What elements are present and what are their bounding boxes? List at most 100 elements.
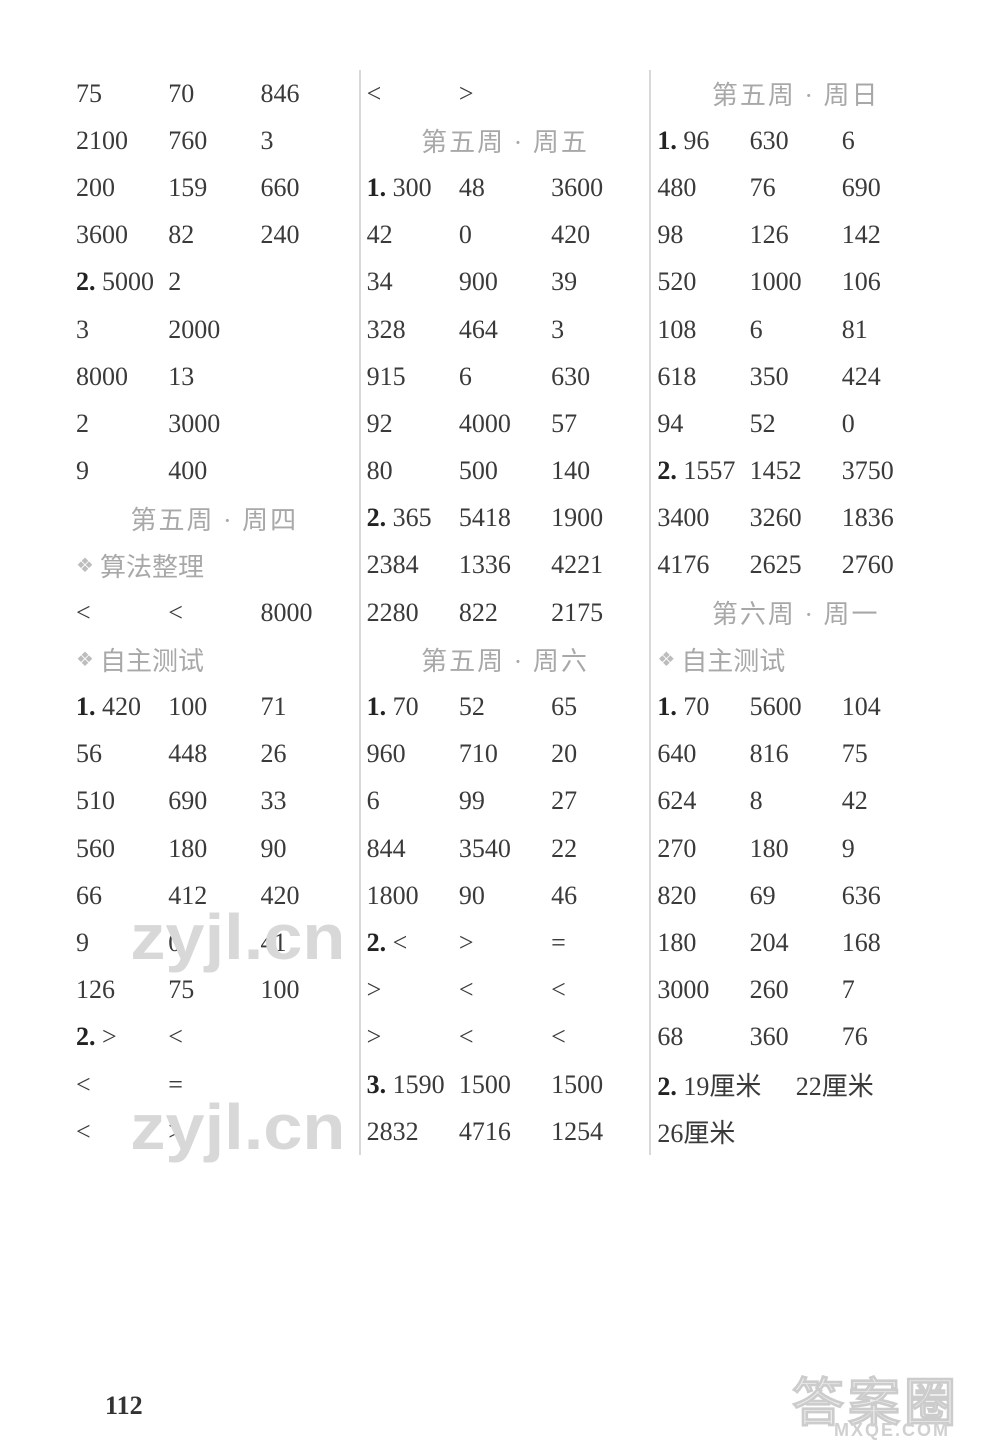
data-cell: <	[551, 975, 643, 1005]
data-cell: 204	[750, 928, 842, 958]
data-cell: 126	[750, 220, 842, 250]
data-cell: 8000	[260, 598, 352, 628]
data-row: 200159660	[76, 164, 353, 211]
watermark-answer-circle: 答案圈	[792, 1361, 960, 1436]
data-cell: 71	[260, 692, 352, 722]
data-row: 21007603	[76, 117, 353, 164]
column-3: 第五周 · 周日1. 96630648076690981261425201000…	[651, 70, 940, 1155]
data-cell: 520	[657, 267, 749, 297]
data-cell: 0	[168, 928, 260, 958]
diamond-icon: ❖	[76, 553, 94, 578]
data-cell: 710	[459, 739, 551, 769]
page-number: 112	[105, 1391, 143, 1421]
data-cell: 424	[842, 362, 934, 392]
section-heading: 第五周 · 周六	[367, 636, 644, 683]
data-cell: 2. <	[367, 928, 459, 958]
data-row: ><<	[367, 1014, 644, 1061]
data-cell: 100	[168, 692, 260, 722]
data-cell: 3	[76, 315, 168, 345]
data-cell: 690	[168, 786, 260, 816]
data-cell: 464	[459, 315, 551, 345]
data-cell: 34	[367, 267, 459, 297]
data-row: 108681	[657, 306, 934, 353]
data-cell: 8000	[76, 362, 168, 392]
data-cell: >	[367, 975, 459, 1005]
data-row: 624842	[657, 778, 934, 825]
data-row: 5644826	[76, 731, 353, 778]
data-cell: 100	[260, 975, 352, 1005]
data-row: 92400057	[367, 400, 644, 447]
data-cell: 0	[459, 220, 551, 250]
data-cell: 1000	[750, 267, 842, 297]
data-cell: 39	[551, 267, 643, 297]
data-cell: 82	[168, 220, 260, 250]
data-cell: 660	[260, 173, 352, 203]
data-cell: 900	[459, 267, 551, 297]
data-cell: >	[367, 1022, 459, 1052]
data-row: 22808222175	[367, 589, 644, 636]
item-number: 3.	[367, 1070, 393, 1099]
data-cell: 630	[750, 126, 842, 156]
data-cell: 2. >	[76, 1022, 168, 1052]
data-row: 180204168	[657, 919, 934, 966]
data-cell: <	[168, 1022, 260, 1052]
data-row: 30002607	[657, 967, 934, 1014]
data-cell: 140	[551, 456, 643, 486]
data-cell: 3600	[76, 220, 168, 250]
data-cell: 3000	[657, 975, 749, 1005]
data-cell: 69	[750, 881, 842, 911]
data-row: 2. ><	[76, 1014, 353, 1061]
item-number: 2.	[76, 267, 102, 296]
data-cell: 26	[260, 739, 352, 769]
data-cell: 9	[842, 834, 934, 864]
data-row: 56018090	[76, 825, 353, 872]
data-row: 283247161254	[367, 1108, 644, 1155]
data-row: 5201000106	[657, 259, 934, 306]
data-cell: 2280	[367, 598, 459, 628]
data-cell: 80	[367, 456, 459, 486]
data-cell: <	[76, 598, 168, 628]
data-cell: 41	[260, 928, 352, 958]
data-cell: 8	[750, 786, 842, 816]
data-cell: 560	[76, 834, 168, 864]
data-cell: 90	[260, 834, 352, 864]
subheading-text: 算法整理	[100, 547, 204, 584]
data-row: 2. <>=	[367, 919, 644, 966]
data-cell: 2760	[842, 550, 934, 580]
data-cell: 760	[168, 126, 260, 156]
data-cell: 6	[459, 362, 551, 392]
column-1: 7570846210076032001596603600822402. 5000…	[70, 70, 361, 1155]
data-cell: 360	[750, 1022, 842, 1052]
data-cell: 42	[367, 220, 459, 250]
data-cell: 13	[168, 362, 260, 392]
data-cell: 1452	[750, 456, 842, 486]
data-cell: <	[459, 1022, 551, 1052]
data-cell: 200	[76, 173, 168, 203]
data-cell: 3260	[750, 503, 842, 533]
data-row: 417626252760	[657, 542, 934, 589]
data-cell: 260	[750, 975, 842, 1005]
data-cell: 846	[260, 79, 352, 109]
item-number: 2.	[367, 928, 393, 957]
data-row: 360082240	[76, 212, 353, 259]
data-cell: 636	[842, 881, 934, 911]
data-cell: 52	[459, 692, 551, 722]
data-cell: 2625	[750, 550, 842, 580]
data-row: 82069636	[657, 872, 934, 919]
data-cell: 1836	[842, 503, 934, 533]
data-cell: 180	[657, 928, 749, 958]
item-number: 2.	[657, 1072, 683, 1101]
item-number: 2.	[657, 456, 683, 485]
data-cell: <	[76, 1117, 168, 1147]
data-cell: 75	[168, 975, 260, 1005]
data-row: 69927	[367, 778, 644, 825]
data-cell: <	[551, 1022, 643, 1052]
data-row: <<8000	[76, 589, 353, 636]
data-cell: 480	[657, 173, 749, 203]
data-cell: 4716	[459, 1117, 551, 1147]
data-cell: 42	[842, 786, 934, 816]
data-row: 800013	[76, 353, 353, 400]
data-cell: 2	[168, 267, 260, 297]
data-cell: 640	[657, 739, 749, 769]
data-cell: 7	[842, 975, 934, 1005]
